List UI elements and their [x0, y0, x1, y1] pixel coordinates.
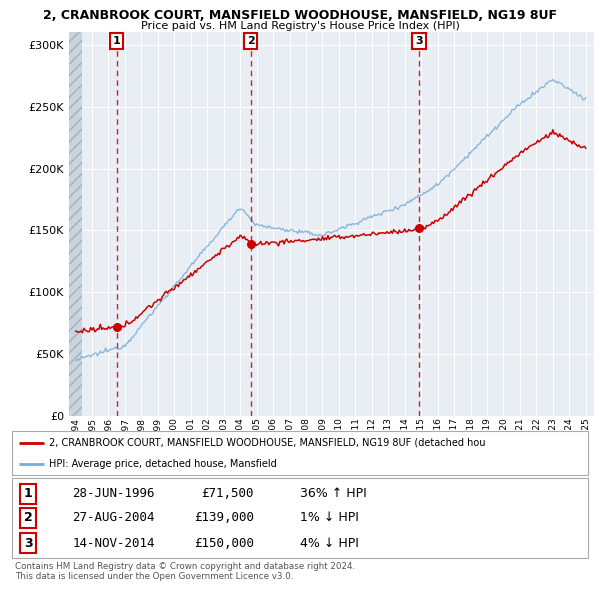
Text: Price paid vs. HM Land Registry's House Price Index (HPI): Price paid vs. HM Land Registry's House … [140, 21, 460, 31]
Text: 27-AUG-2004: 27-AUG-2004 [73, 511, 155, 525]
Text: 3: 3 [415, 36, 423, 46]
Text: This data is licensed under the Open Government Licence v3.0.: This data is licensed under the Open Gov… [15, 572, 293, 581]
Text: 1: 1 [24, 487, 32, 500]
Text: 2: 2 [247, 36, 254, 46]
Text: 2, CRANBROOK COURT, MANSFIELD WOODHOUSE, MANSFIELD, NG19 8UF (detached hou: 2, CRANBROOK COURT, MANSFIELD WOODHOUSE,… [49, 438, 486, 448]
Text: 3: 3 [24, 537, 32, 550]
Text: 1: 1 [113, 36, 121, 46]
Text: 2: 2 [24, 511, 32, 525]
Text: 2, CRANBROOK COURT, MANSFIELD WOODHOUSE, MANSFIELD, NG19 8UF: 2, CRANBROOK COURT, MANSFIELD WOODHOUSE,… [43, 9, 557, 22]
FancyBboxPatch shape [12, 478, 588, 558]
Text: HPI: Average price, detached house, Mansfield: HPI: Average price, detached house, Mans… [49, 459, 277, 469]
Text: £150,000: £150,000 [194, 537, 254, 550]
Text: £139,000: £139,000 [194, 511, 254, 525]
Text: 14-NOV-2014: 14-NOV-2014 [73, 537, 155, 550]
Text: £71,500: £71,500 [202, 487, 254, 500]
Text: 1% ↓ HPI: 1% ↓ HPI [300, 511, 359, 525]
Bar [69, 32, 82, 416]
Text: Contains HM Land Registry data © Crown copyright and database right 2024.: Contains HM Land Registry data © Crown c… [15, 562, 355, 571]
Text: 28-JUN-1996: 28-JUN-1996 [73, 487, 155, 500]
Text: 4% ↓ HPI: 4% ↓ HPI [300, 537, 359, 550]
Text: 36% ↑ HPI: 36% ↑ HPI [300, 487, 367, 500]
